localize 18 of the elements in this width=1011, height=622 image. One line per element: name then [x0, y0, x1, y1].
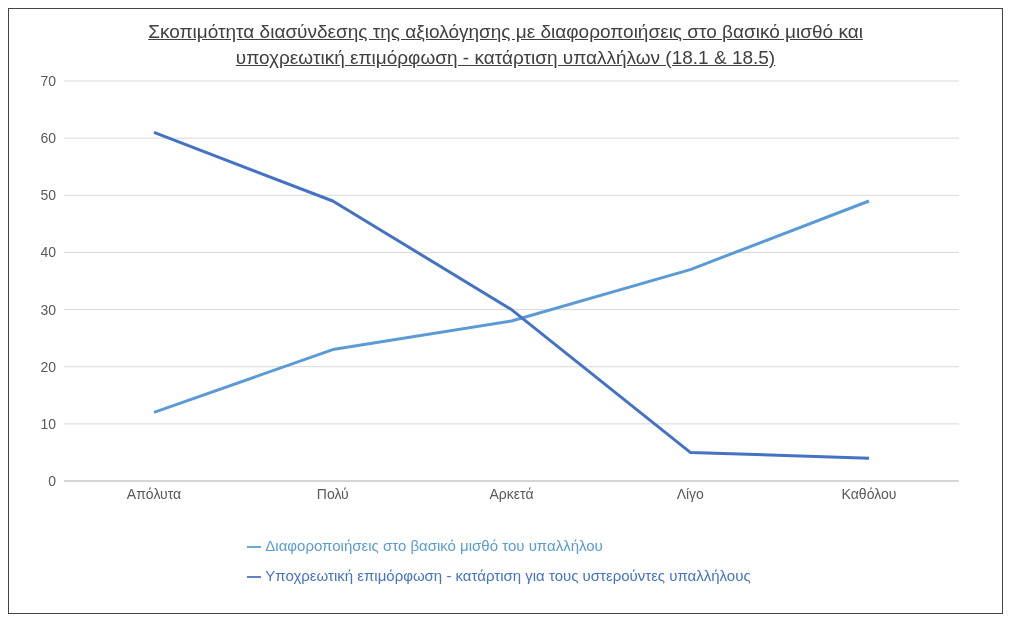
line-series	[152, 199, 871, 414]
y-tick-label: 30	[40, 301, 57, 318]
x-tick-label: Καθόλου	[841, 485, 897, 502]
y-tick-label: 20	[40, 358, 57, 375]
y-tick-label: 60	[40, 130, 57, 147]
x-tick-label: Αρκετά	[489, 485, 534, 502]
x-tick-label: Πολύ	[316, 485, 349, 502]
y-tick-label: 70	[40, 72, 57, 89]
line-series	[152, 130, 871, 460]
x-tick-label: Λίγο	[676, 485, 705, 502]
y-tick-label: 0	[48, 472, 57, 489]
legend-label: Διαφοροποιήσεις στο βασικό μισθό του υπαλλήλου	[265, 537, 603, 554]
x-tick-label: Απόλυτα	[126, 485, 182, 502]
y-tick-label: 50	[40, 187, 57, 204]
y-tick-label: 40	[40, 244, 57, 261]
y-tick-label: 10	[40, 415, 57, 432]
chart-title: Σκοπιμότητα διασύνδεσης της αξιολόγησης με διαφοροποιήσεις στο βασικό μισθό και υποχρεωτική επιμόρφωση - κατάρτιση υπαλλήλων (18.1 & 18.5)	[147, 20, 864, 70]
legend-label: Υποχρεωτική επιμόρφωση - κατάρτιση για τους υστερούντες υπαλλήλους	[265, 567, 751, 584]
